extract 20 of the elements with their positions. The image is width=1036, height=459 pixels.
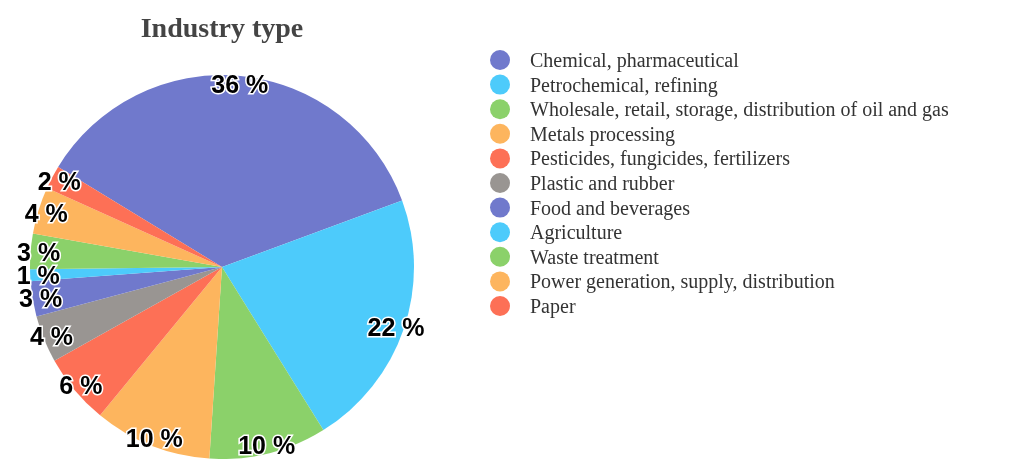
legend-label: Chemical, pharmaceutical — [530, 49, 740, 72]
data-label: 36 % — [211, 69, 269, 98]
chart-title: Industry type — [140, 12, 304, 43]
legend-label: Wholesale, retail, storage, distribution of oil and gas — [530, 98, 949, 122]
legend-label: Pesticides, fungicides, fertilizers — [530, 147, 791, 171]
legend-label: Paper — [530, 295, 576, 318]
legend-label: Petrochemical, refining — [530, 73, 718, 97]
pie-slice — [100, 267, 222, 459]
legend-label: Metals processing — [530, 122, 675, 146]
pie-slice — [209, 267, 324, 459]
legend-label: Food and beverages — [530, 196, 691, 220]
data-label: 22 % — [367, 312, 425, 341]
legend-label: Agriculture — [530, 221, 623, 245]
data-label: 4 % — [24, 198, 68, 227]
data-label: 2 % — [37, 167, 81, 196]
legend-label: Waste treatment — [530, 245, 660, 268]
data-label: 4 % — [29, 322, 74, 351]
data-label: 6 % — [59, 371, 103, 399]
legend-label: Power generation, supply, distribution — [530, 270, 835, 294]
legend-label: Plastic and rubber — [530, 172, 675, 194]
